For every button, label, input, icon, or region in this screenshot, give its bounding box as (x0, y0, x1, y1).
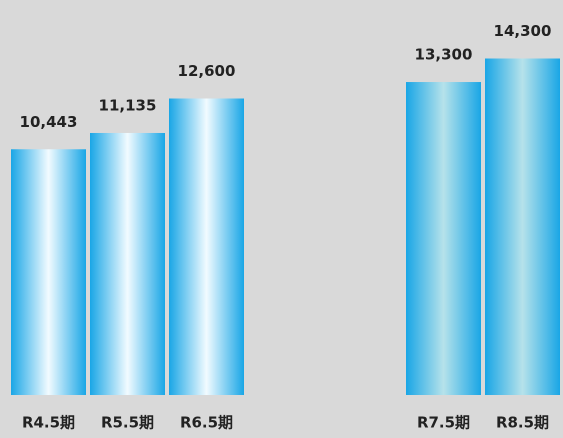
value-label: 10,443 (20, 113, 78, 131)
x-tick-label: R5.5期 (101, 414, 154, 432)
bar (169, 98, 244, 395)
bar (485, 58, 560, 396)
value-label: 12,600 (178, 62, 236, 80)
x-tick-label: R6.5期 (180, 414, 233, 432)
value-label: 14,300 (494, 22, 552, 40)
bar (11, 149, 86, 395)
bar (90, 132, 165, 395)
x-tick-label: R7.5期 (417, 414, 470, 432)
x-tick-label: R8.5期 (496, 414, 549, 432)
value-label: 13,300 (415, 46, 473, 64)
x-tick-label: R4.5期 (22, 414, 75, 432)
bar (406, 82, 481, 396)
value-label: 11,135 (99, 96, 157, 114)
